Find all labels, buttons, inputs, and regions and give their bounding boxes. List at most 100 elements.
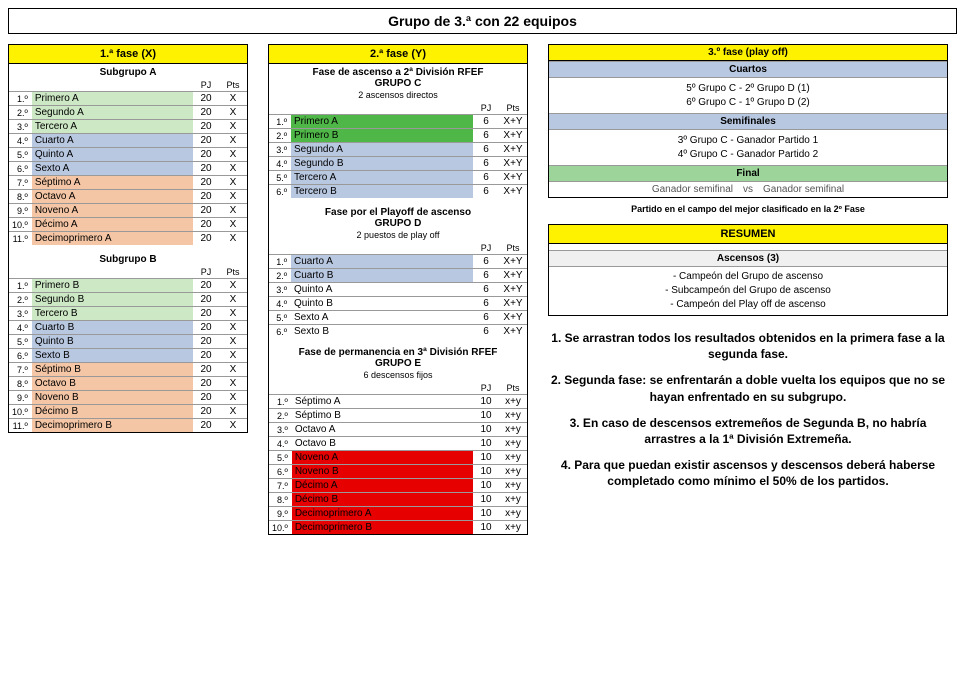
pos-cell: 1.º [269, 395, 292, 409]
pj-cell: 20 [193, 377, 219, 391]
page-title: Grupo de 3.ª con 22 equipos [8, 8, 957, 34]
table-row: 4.ºCuarto B20X [9, 321, 247, 335]
col-pj: PJ [473, 242, 499, 255]
group-d-note: 2 puestos de play off [269, 230, 527, 242]
table-row: 11.ºDecimoprimero A20X [9, 232, 247, 246]
cuartos-m1: 5º Grupo C - 2º Grupo D (1) [551, 82, 945, 96]
team-cell: Octavo B [292, 437, 473, 451]
pos-cell: 6.º [269, 325, 291, 339]
ascenso-1: - Campeón del Grupo de ascenso [552, 270, 944, 284]
ascensos-header: Ascensos (3) [549, 250, 947, 267]
table-row: 7.ºDécimo A10x+y [269, 479, 527, 493]
pos-cell: 3.º [269, 283, 291, 297]
pts-cell: X [219, 293, 247, 307]
pts-cell: X [219, 307, 247, 321]
pos-cell: 1.º [269, 115, 291, 129]
col-pj: PJ [193, 79, 219, 92]
pj-cell: 6 [473, 115, 499, 129]
table-row: 3.ºOctavo A10x+y [269, 423, 527, 437]
table-row: 5.ºTercero A6X+Y [269, 171, 527, 185]
pts-cell: X [219, 321, 247, 335]
pos-cell: 6.º [9, 349, 32, 363]
cuartos-matches: 5º Grupo C - 2º Grupo D (1) 6º Grupo C -… [549, 78, 947, 113]
col-pts: Pts [219, 266, 247, 279]
pts-cell: X [219, 92, 247, 106]
pj-cell: 20 [193, 176, 219, 190]
pos-cell: 6.º [269, 185, 291, 199]
table-row: 1.ºPrimero B20X [9, 279, 247, 293]
pos-cell: 8.º [9, 190, 32, 204]
pos-cell: 10.º [9, 405, 32, 419]
cuartos-header: Cuartos [549, 61, 947, 78]
pj-cell: 20 [193, 321, 219, 335]
resumen-panel: RESUMEN Ascensos (3) - Campeón del Grupo… [548, 224, 948, 316]
pj-cell: 20 [193, 92, 219, 106]
pts-cell: X [219, 363, 247, 377]
playoff-panel: 3.º fase (play off) Cuartos 5º Grupo C -… [548, 44, 948, 198]
team-cell: Quinto A [32, 148, 193, 162]
table-row: 8.ºDécimo B10x+y [269, 493, 527, 507]
table-row: 5.ºQuinto B20X [9, 335, 247, 349]
pos-cell: 3.º [269, 423, 292, 437]
pts-cell: X+Y [499, 129, 527, 143]
pos-cell: 5.º [269, 451, 292, 465]
pj-cell: 6 [473, 311, 499, 325]
pj-cell: 6 [473, 297, 499, 311]
pj-cell: 20 [193, 204, 219, 218]
pts-cell: X [219, 377, 247, 391]
pos-cell: 4.º [269, 157, 291, 171]
team-cell: Decimoprimero B [32, 419, 193, 433]
rule-3: 3. En caso de descensos extremeños de Se… [548, 415, 948, 447]
team-cell: Sexto A [32, 162, 193, 176]
pts-cell: X [219, 120, 247, 134]
team-cell: Octavo A [292, 423, 473, 437]
group-c-table: PJPts 1.ºPrimero A6X+Y2.ºPrimero B6X+Y3.… [269, 102, 527, 198]
rules-text: 1. Se arrastran todos los resultados obt… [548, 330, 948, 500]
group-c-title: Fase de ascenso a 2ª División RFEF GRUPO… [269, 64, 527, 90]
team-cell: Octavo B [32, 377, 193, 391]
pos-cell: 4.º [269, 437, 292, 451]
subgroup-b-table: PJPts 1.ºPrimero B20X2.ºSegundo B20X3.ºT… [9, 266, 247, 432]
pos-cell: 2.º [9, 106, 32, 120]
col-pj: PJ [473, 382, 499, 395]
pos-cell: 4.º [269, 297, 291, 311]
table-row: 5.ºNoveno A10x+y [269, 451, 527, 465]
team-cell: Sexto B [32, 349, 193, 363]
phase3-header: 3.º fase (play off) [549, 45, 947, 61]
pj-cell: 6 [473, 143, 499, 157]
table-row: 4.ºSegundo B6X+Y [269, 157, 527, 171]
team-cell: Séptimo B [32, 363, 193, 377]
pos-cell: 9.º [9, 204, 32, 218]
table-row: 7.ºSéptimo A20X [9, 176, 247, 190]
pts-cell: X [219, 106, 247, 120]
table-row: 1.ºPrimero A20X [9, 92, 247, 106]
pts-cell: x+y [499, 521, 527, 535]
table-row: 6.ºSexto B6X+Y [269, 325, 527, 339]
pj-cell: 20 [193, 293, 219, 307]
rule-2: 2. Segunda fase: se enfrentarán a doble … [548, 372, 948, 404]
pj-cell: 6 [473, 269, 499, 283]
pos-cell: 7.º [9, 363, 32, 377]
pos-cell: 6.º [269, 465, 292, 479]
pts-cell: X [219, 176, 247, 190]
pts-cell: X+Y [499, 115, 527, 129]
pts-cell: X [219, 232, 247, 246]
pos-cell: 2.º [9, 293, 32, 307]
pts-cell: X [219, 190, 247, 204]
pos-cell: 2.º [269, 269, 291, 283]
pos-cell: 8.º [269, 493, 292, 507]
final-header: Final [549, 165, 947, 182]
table-row: 3.ºQuinto A6X+Y [269, 283, 527, 297]
pj-cell: 20 [193, 363, 219, 377]
team-cell: Primero A [32, 92, 193, 106]
pos-cell: 3.º [269, 143, 291, 157]
subgroup-a-title: Subgrupo A [9, 64, 247, 79]
pj-cell: 20 [193, 232, 219, 246]
pj-cell: 6 [473, 157, 499, 171]
team-cell: Quinto B [32, 335, 193, 349]
pos-cell: 1.º [9, 92, 32, 106]
pts-cell: X [219, 148, 247, 162]
table-row: 9.ºNoveno B20X [9, 391, 247, 405]
team-cell: Quinto A [291, 283, 473, 297]
table-row: 10.ºDécimo A20X [9, 218, 247, 232]
